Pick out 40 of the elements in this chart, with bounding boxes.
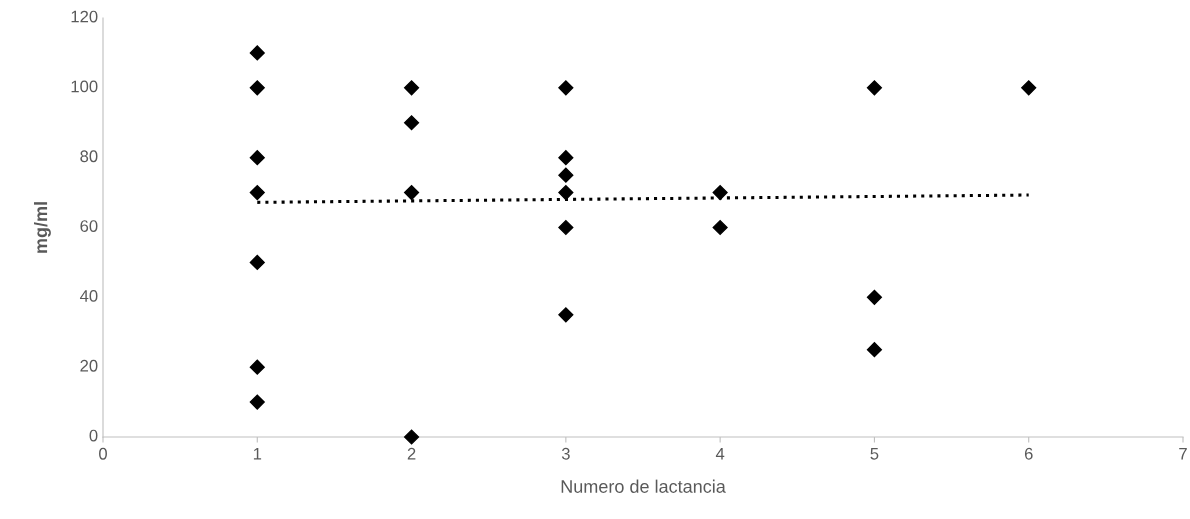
x-tick-label: 6	[1024, 447, 1033, 460]
x-tick-label: 4	[715, 448, 725, 460]
y-tick-label: 60	[80, 220, 98, 232]
y-tick-label: 0	[89, 429, 98, 442]
point	[249, 80, 265, 96]
point	[249, 359, 265, 375]
point	[558, 150, 574, 166]
y-tick-label: 120	[71, 10, 98, 23]
point	[249, 150, 265, 166]
point	[866, 80, 882, 96]
y-tick-label: 20	[80, 359, 98, 372]
point	[404, 115, 420, 131]
x-tick-label: 1	[253, 448, 262, 460]
point	[404, 185, 420, 201]
point	[558, 185, 574, 201]
point	[558, 80, 574, 96]
point	[249, 254, 265, 270]
x-tick-label: 2	[407, 447, 416, 460]
point	[249, 394, 265, 410]
x-tick-label: 5	[870, 448, 879, 460]
point	[712, 219, 728, 236]
y-tick-label: 80	[80, 150, 98, 163]
point	[1021, 80, 1037, 96]
y-axis-title: mg/ml	[33, 202, 51, 253]
point	[712, 185, 728, 201]
point	[866, 289, 882, 305]
point	[404, 80, 420, 96]
point	[866, 342, 882, 358]
point	[249, 45, 265, 61]
x-tick-label: 7	[1179, 448, 1187, 460]
y-tick-label: 100	[71, 80, 98, 93]
x-axis-title: Numero de lactancia	[561, 479, 726, 493]
point	[404, 429, 420, 445]
x-tick-label: 0	[99, 447, 107, 460]
y-tick-label: 40	[79, 290, 98, 302]
point	[558, 167, 574, 183]
x-tick-label: 3	[561, 447, 570, 460]
point	[249, 185, 265, 201]
point	[558, 307, 574, 323]
point	[558, 219, 574, 236]
